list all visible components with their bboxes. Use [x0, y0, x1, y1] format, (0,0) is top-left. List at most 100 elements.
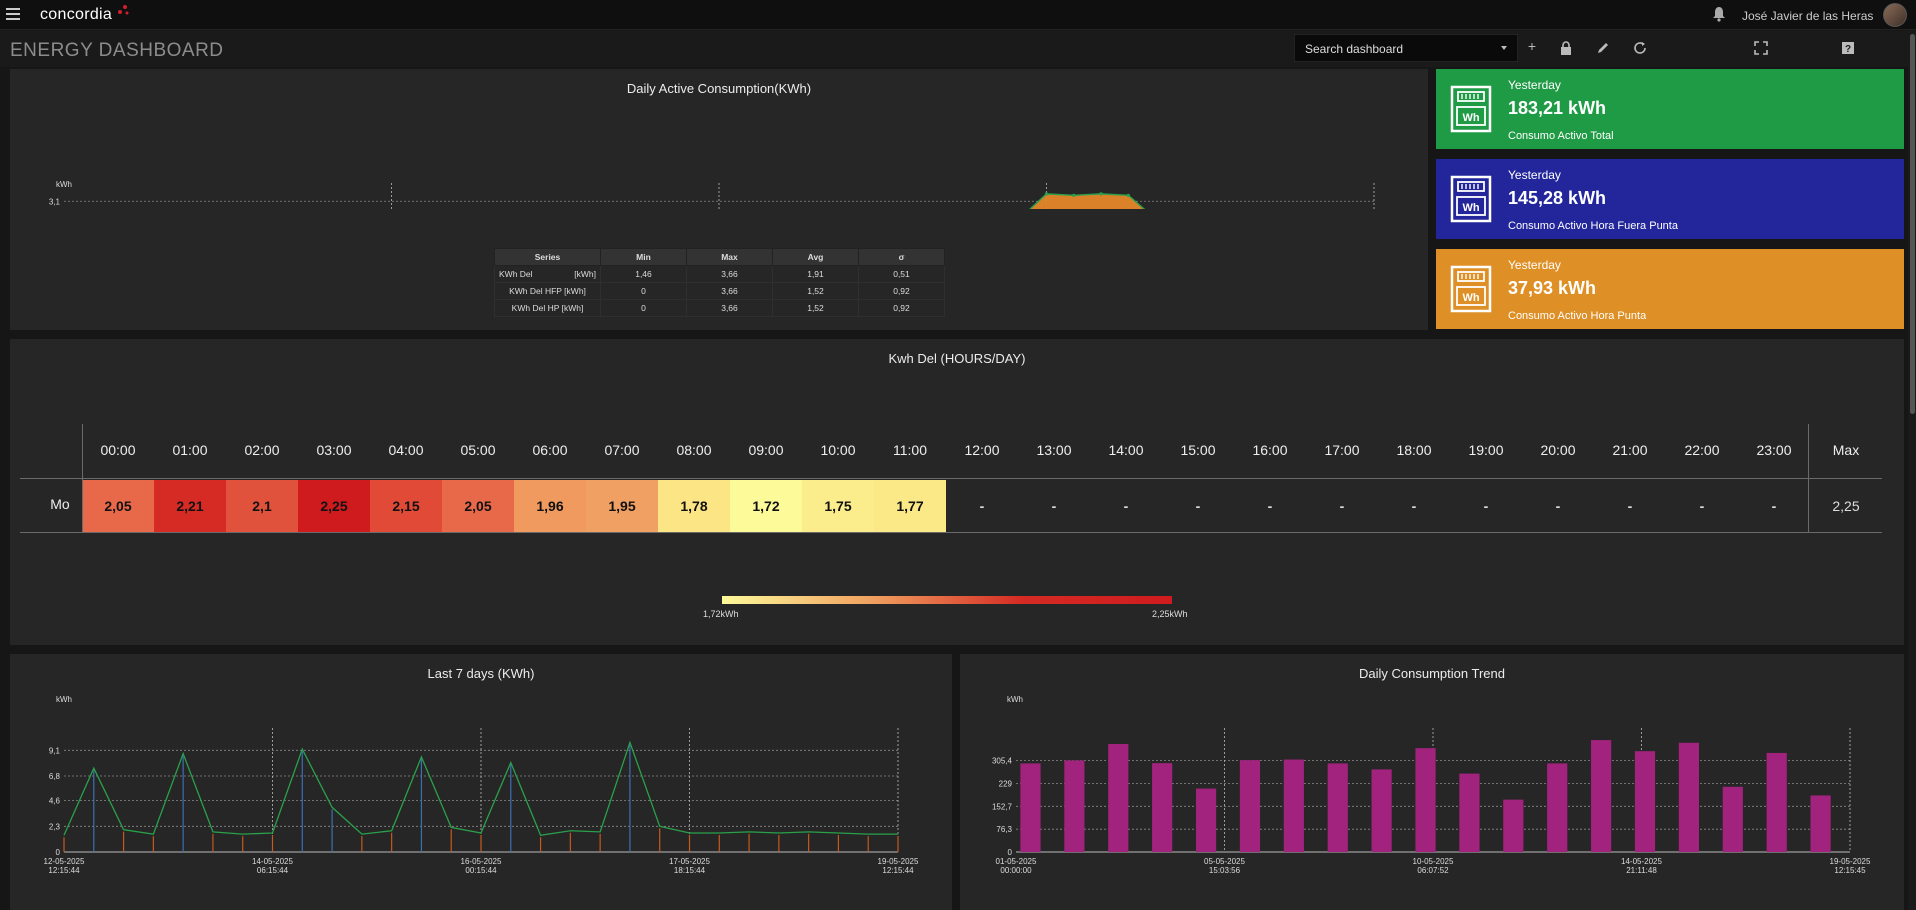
search-dashboard-select[interactable]: Search dashboard	[1294, 34, 1518, 62]
heatmap-cell[interactable]: 1,77	[874, 480, 946, 532]
card-total[interactable]: Wh Yesterday 183,21 kWh Consumo Activo T…	[1436, 69, 1904, 149]
legend-min-label: 1,72kWh	[703, 609, 739, 619]
heatmap-cell[interactable]: 1,75	[802, 480, 874, 532]
hour-header: 02:00	[244, 442, 280, 458]
heatmap-cell[interactable]: 2,25	[298, 480, 370, 532]
panel-title: Last 7 days (KWh)	[427, 666, 535, 681]
data-point	[1099, 192, 1103, 196]
bar	[1283, 759, 1304, 852]
card-value: 183,21 kWh	[1508, 98, 1607, 118]
heatmap-cell[interactable]: 2,05	[442, 480, 514, 532]
sd-value: 0,92	[858, 299, 945, 317]
heatmap-cell[interactable]: -	[1267, 498, 1273, 514]
bar	[1020, 763, 1041, 852]
hour-header: 14:00	[1108, 442, 1144, 458]
heatmap-cell[interactable]: 1,96	[514, 480, 586, 532]
meter-icon: Wh	[1450, 175, 1492, 223]
hour-header: 22:00	[1684, 442, 1720, 458]
bar	[1239, 760, 1261, 852]
lock-icon[interactable]	[1558, 40, 1574, 56]
heatmap-cell[interactable]: 1,78	[658, 480, 730, 532]
bar	[1152, 763, 1173, 852]
heatmap-cell[interactable]: -	[1411, 498, 1417, 514]
x-tick-time: 00:00:00	[1000, 866, 1032, 875]
svg-text:Wh: Wh	[1462, 112, 1479, 124]
heatmap-cell[interactable]: -	[1627, 498, 1633, 514]
pencil-icon[interactable]	[1595, 40, 1611, 56]
hour-header: 12:00	[964, 442, 1000, 458]
series-name: KWh Del HP [kWh]	[494, 299, 601, 317]
hour-header: 07:00	[604, 442, 640, 458]
hour-header: 08:00	[676, 442, 712, 458]
y-tick-label: 152,7	[992, 802, 1013, 811]
hour-header: 19:00	[1468, 442, 1504, 458]
series-name: KWh Del HFP [kWh]	[494, 282, 601, 300]
heatmap-cell[interactable]: -	[1123, 498, 1129, 514]
chevron-down-icon	[1501, 46, 1507, 50]
heatmap-cell[interactable]: 2,05	[82, 480, 154, 532]
heatmap-cell[interactable]: -	[1699, 498, 1705, 514]
panel-title: Daily Active Consumption(KWh)	[626, 81, 812, 96]
hour-header: 09:00	[748, 442, 784, 458]
hour-header: 03:00	[316, 442, 352, 458]
y-tick-label: 4,6	[49, 797, 61, 806]
user-name[interactable]: José Javier de las Heras	[1742, 9, 1874, 23]
heatmap-cell[interactable]: 1,72	[730, 480, 802, 532]
plus-icon[interactable]: +	[1527, 38, 1537, 54]
bell-icon[interactable]	[1712, 6, 1726, 22]
row-divider	[20, 532, 1882, 533]
sd-value: 0,92	[858, 282, 945, 300]
color-scale-legend	[722, 596, 1172, 604]
series-unit: [kWh]	[574, 269, 596, 279]
heatmap-cell[interactable]: -	[1483, 498, 1489, 514]
y-tick-label: 229	[999, 779, 1013, 788]
x-tick-label: 16-05-2025	[461, 857, 502, 866]
heatmap-cell[interactable]: -	[1555, 498, 1561, 514]
heatmap-cell[interactable]: 2,15	[370, 480, 442, 532]
hour-header: 20:00	[1540, 442, 1576, 458]
hour-header: 00:00	[100, 442, 136, 458]
bar	[1547, 763, 1568, 852]
panel-title: Kwh Del (HOURS/DAY)	[888, 351, 1026, 366]
hour-header: 06:00	[532, 442, 568, 458]
daily-active-panel: Daily Active Consumption(KWh) kWh3,12,31…	[10, 69, 1428, 330]
scrollbar-thumb[interactable]	[1910, 34, 1915, 414]
help-icon[interactable]: ?	[1840, 40, 1856, 56]
bar	[1064, 760, 1085, 852]
heatmap-cell[interactable]: 2,1	[226, 480, 298, 532]
bar	[1810, 795, 1831, 852]
y-tick-label: 0	[1008, 848, 1013, 857]
row-divider	[20, 478, 1882, 479]
table-row: KWh Del HP [kWh] 0 3,66 1,52 0,92	[494, 299, 945, 317]
x-tick-label: 10-05-2025	[1413, 857, 1454, 866]
trend-panel: Daily Consumption Trend kWh 305,4 229 152,7…	[960, 654, 1904, 910]
heatmap-cell[interactable]: -	[1051, 498, 1057, 514]
heatmap-cell[interactable]: -	[1195, 498, 1201, 514]
heatmap-cell[interactable]: 1,95	[586, 480, 658, 532]
stats-table: Series Min Max Avg σ KWh Del [kWh] 1,46 3…	[494, 248, 945, 317]
panel-title: Daily Consumption Trend	[1359, 666, 1505, 681]
x-tick-label: 19-05-2025	[878, 857, 919, 866]
avatar[interactable]	[1883, 3, 1907, 27]
hour-header: 13:00	[1036, 442, 1072, 458]
fullscreen-icon[interactable]	[1753, 40, 1769, 56]
x-tick-label: 05-05-2025	[1204, 857, 1245, 866]
card-peak[interactable]: Wh Yesterday 37,93 kWh Consumo Activo Ho…	[1436, 249, 1904, 329]
data-point	[1126, 193, 1130, 197]
logo[interactable]: concordia	[40, 6, 113, 23]
x-tick-label: 19-05-2025	[1830, 857, 1871, 866]
scrollbar[interactable]	[1908, 31, 1916, 910]
sd-value: 0,51	[858, 265, 945, 283]
hour-header: 18:00	[1396, 442, 1432, 458]
bar	[1459, 773, 1480, 852]
last7-panel: Last 7 days (KWh) kWh 9,1 6,8 4,6 2,3 0 12-05-…	[10, 654, 952, 910]
heatmap-cell[interactable]: -	[1339, 498, 1345, 514]
menu-icon[interactable]	[6, 8, 20, 20]
card-off-peak[interactable]: Wh Yesterday 145,28 kWh Consumo Activo H…	[1436, 159, 1904, 239]
y-tick-label: 0	[56, 848, 61, 857]
heatmap-cell[interactable]: -	[1771, 498, 1777, 514]
heatmap-cell[interactable]: -	[979, 498, 985, 514]
hour-header: 23:00	[1756, 442, 1792, 458]
heatmap-cell[interactable]: 2,21	[154, 480, 226, 532]
refresh-icon[interactable]	[1632, 40, 1648, 56]
